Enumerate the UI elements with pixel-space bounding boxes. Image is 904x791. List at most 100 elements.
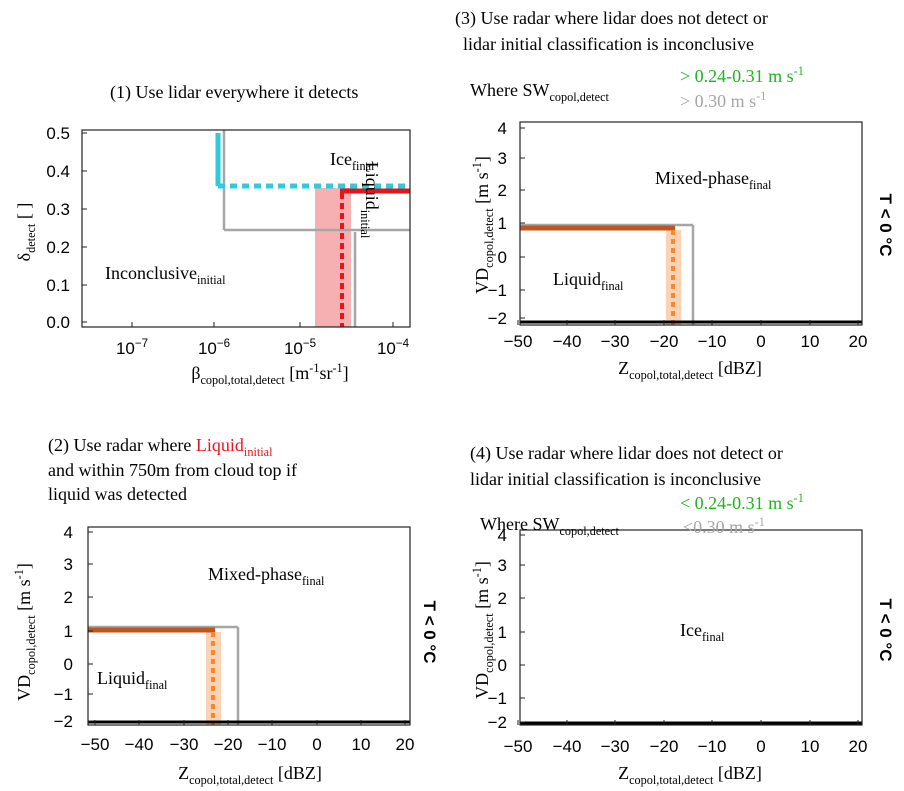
x-tick-label-run: −7 — [135, 338, 148, 350]
panel-title: (2) Use radar where Liquidinitial — [48, 435, 273, 459]
y-tick-label: −2 — [488, 713, 507, 732]
region-label-run: final — [145, 678, 168, 692]
y-tick-label: 3 — [64, 555, 73, 574]
y-axis-label-run: -1 — [12, 569, 26, 579]
panel-title-run: (4) Use radar where lidar does not detec… — [470, 443, 783, 464]
x-axis-label-run: [dBZ] — [273, 763, 322, 783]
x-tick-label: −50 — [504, 737, 533, 756]
region-label: Liquidinitial — [358, 162, 382, 239]
x-axis-label-run: -1 — [332, 361, 342, 375]
region-label: Icefinal — [330, 149, 375, 173]
y-axis-label-run: copol,detect — [482, 208, 496, 268]
panel-title: (1) Use lidar everywhere it detects — [110, 82, 358, 103]
y-axis-label-run: [m s — [14, 579, 34, 615]
y-axis-label-run: ] — [472, 156, 492, 162]
x-tick-label-run: −20 — [650, 737, 679, 756]
y-axis-label: VDcopol,detect [m s-1] — [12, 563, 38, 701]
region-label-run: Liquid — [362, 162, 382, 210]
y-axis-label-run: [m s — [472, 172, 492, 208]
criterion-note: > 0.24-0.31 m s-1 — [680, 64, 804, 86]
x-tick-label-run: 10 — [198, 339, 217, 358]
x-tick-label-run: 10 — [116, 339, 135, 358]
x-tick-label: −50 — [504, 332, 533, 351]
y-tick-label: 0.5 — [46, 124, 70, 143]
x-tick-label: −30 — [170, 735, 199, 754]
x-tick-label-run: 10 — [801, 332, 820, 351]
x-tick-label-run: −30 — [601, 737, 630, 756]
region-label-run: final — [352, 159, 375, 173]
y-axis-label-run: VD — [472, 268, 492, 294]
y-axis-label-run: copol,detect — [24, 615, 38, 675]
x-axis-label-run: sr — [319, 363, 332, 383]
y-tick-label: 0.1 — [46, 276, 70, 295]
x-tick-label: 10 — [801, 737, 820, 756]
y-tick-label: 1 — [64, 622, 73, 641]
region-label-run: initial — [197, 273, 226, 287]
x-axis-label-run: [dBZ] — [713, 763, 762, 783]
x-tick-label: −50 — [81, 735, 110, 754]
panel-title-run: (1) Use lidar everywhere it detects — [110, 82, 358, 103]
x-tick-label: 10−6 — [198, 338, 230, 358]
y-tick-label: −2 — [488, 309, 507, 328]
y-tick-label: 0 — [498, 656, 507, 675]
plot-frame — [519, 529, 863, 726]
x-tick-label: −40 — [125, 735, 154, 754]
y-tick-label: 0.2 — [46, 238, 70, 257]
y-axis-label-run: [ ] — [14, 203, 34, 224]
x-tick-label-run: 0 — [312, 735, 321, 754]
region-label-run: Mixed-phase — [208, 564, 302, 584]
region-label-run: Liquid — [97, 668, 145, 688]
region-label-run: final — [601, 279, 624, 293]
x-tick-label-run: 10 — [284, 339, 303, 358]
y-tick-label: 0 — [498, 248, 507, 267]
y-tick-label: 1 — [498, 623, 507, 642]
y-tick-label: 1 — [498, 214, 507, 233]
x-tick-label-run: −20 — [214, 735, 243, 754]
panel-title-run: and within 750m from cloud top if — [48, 460, 297, 480]
region-label-run: Inconclusive — [105, 263, 197, 283]
region-label-run: Liquid — [553, 269, 601, 289]
plot-frame — [87, 526, 411, 726]
y-axis-label-run: VD — [472, 673, 492, 699]
x-tick-label: 0 — [756, 737, 765, 756]
x-axis-label-run: -1 — [309, 361, 319, 375]
x-axis-label-run: copol,total,detect — [201, 373, 286, 387]
criterion-note: > 0.30 m s-1 — [680, 89, 766, 111]
y-axis-label: δdetect [ ] — [14, 203, 38, 262]
y-axis-label-run: -1 — [470, 567, 484, 577]
y-tick-label: −2 — [54, 712, 73, 731]
x-tick-label: −10 — [258, 735, 287, 754]
region-label-run: Mixed-phase — [655, 168, 749, 188]
x-tick-label-run: −5 — [303, 338, 316, 350]
y-tick-label: 0.4 — [46, 162, 70, 181]
x-tick-label-run: −40 — [125, 735, 154, 754]
x-tick-label: 0 — [312, 735, 321, 754]
region-label: Mixed-phasefinal — [208, 564, 325, 588]
region-label-run: Ice — [330, 149, 352, 169]
y-axis-label-run: [m s — [472, 577, 492, 613]
x-tick-label: 10−7 — [116, 338, 148, 358]
panel-title: (3) Use radar where lidar does not detec… — [455, 8, 768, 29]
x-tick-label-run: −50 — [504, 737, 533, 756]
x-tick-label-run: 0 — [756, 332, 765, 351]
panel-title: (4) Use radar where lidar does not detec… — [470, 443, 783, 464]
x-tick-label-run: −50 — [81, 735, 110, 754]
x-tick-label-run: −40 — [553, 332, 582, 351]
x-axis-label: Zcopol,total,detect [dBZ] — [618, 358, 762, 382]
region-label-run: Ice — [680, 620, 702, 640]
y-tick-label: 3 — [498, 556, 507, 575]
panel-title: lidar initial classification is inconclu… — [463, 34, 754, 54]
y-tick-label: 0.3 — [46, 200, 70, 219]
x-tick-label: −20 — [650, 737, 679, 756]
panel-title-run: lidar initial classification is inconclu… — [463, 34, 754, 54]
y-tick-label: 2 — [498, 181, 507, 200]
x-tick-label-run: −10 — [258, 735, 287, 754]
plot-frame — [81, 129, 411, 328]
x-axis-label-run: Z — [178, 763, 189, 783]
x-tick-label-run: −50 — [504, 332, 533, 351]
criterion-note-run: < 0.24-0.31 m s — [680, 493, 794, 513]
red-shade — [315, 188, 351, 327]
criterion-note-run: -1 — [755, 515, 765, 529]
criterion-note-run: copol,detect — [559, 524, 619, 538]
